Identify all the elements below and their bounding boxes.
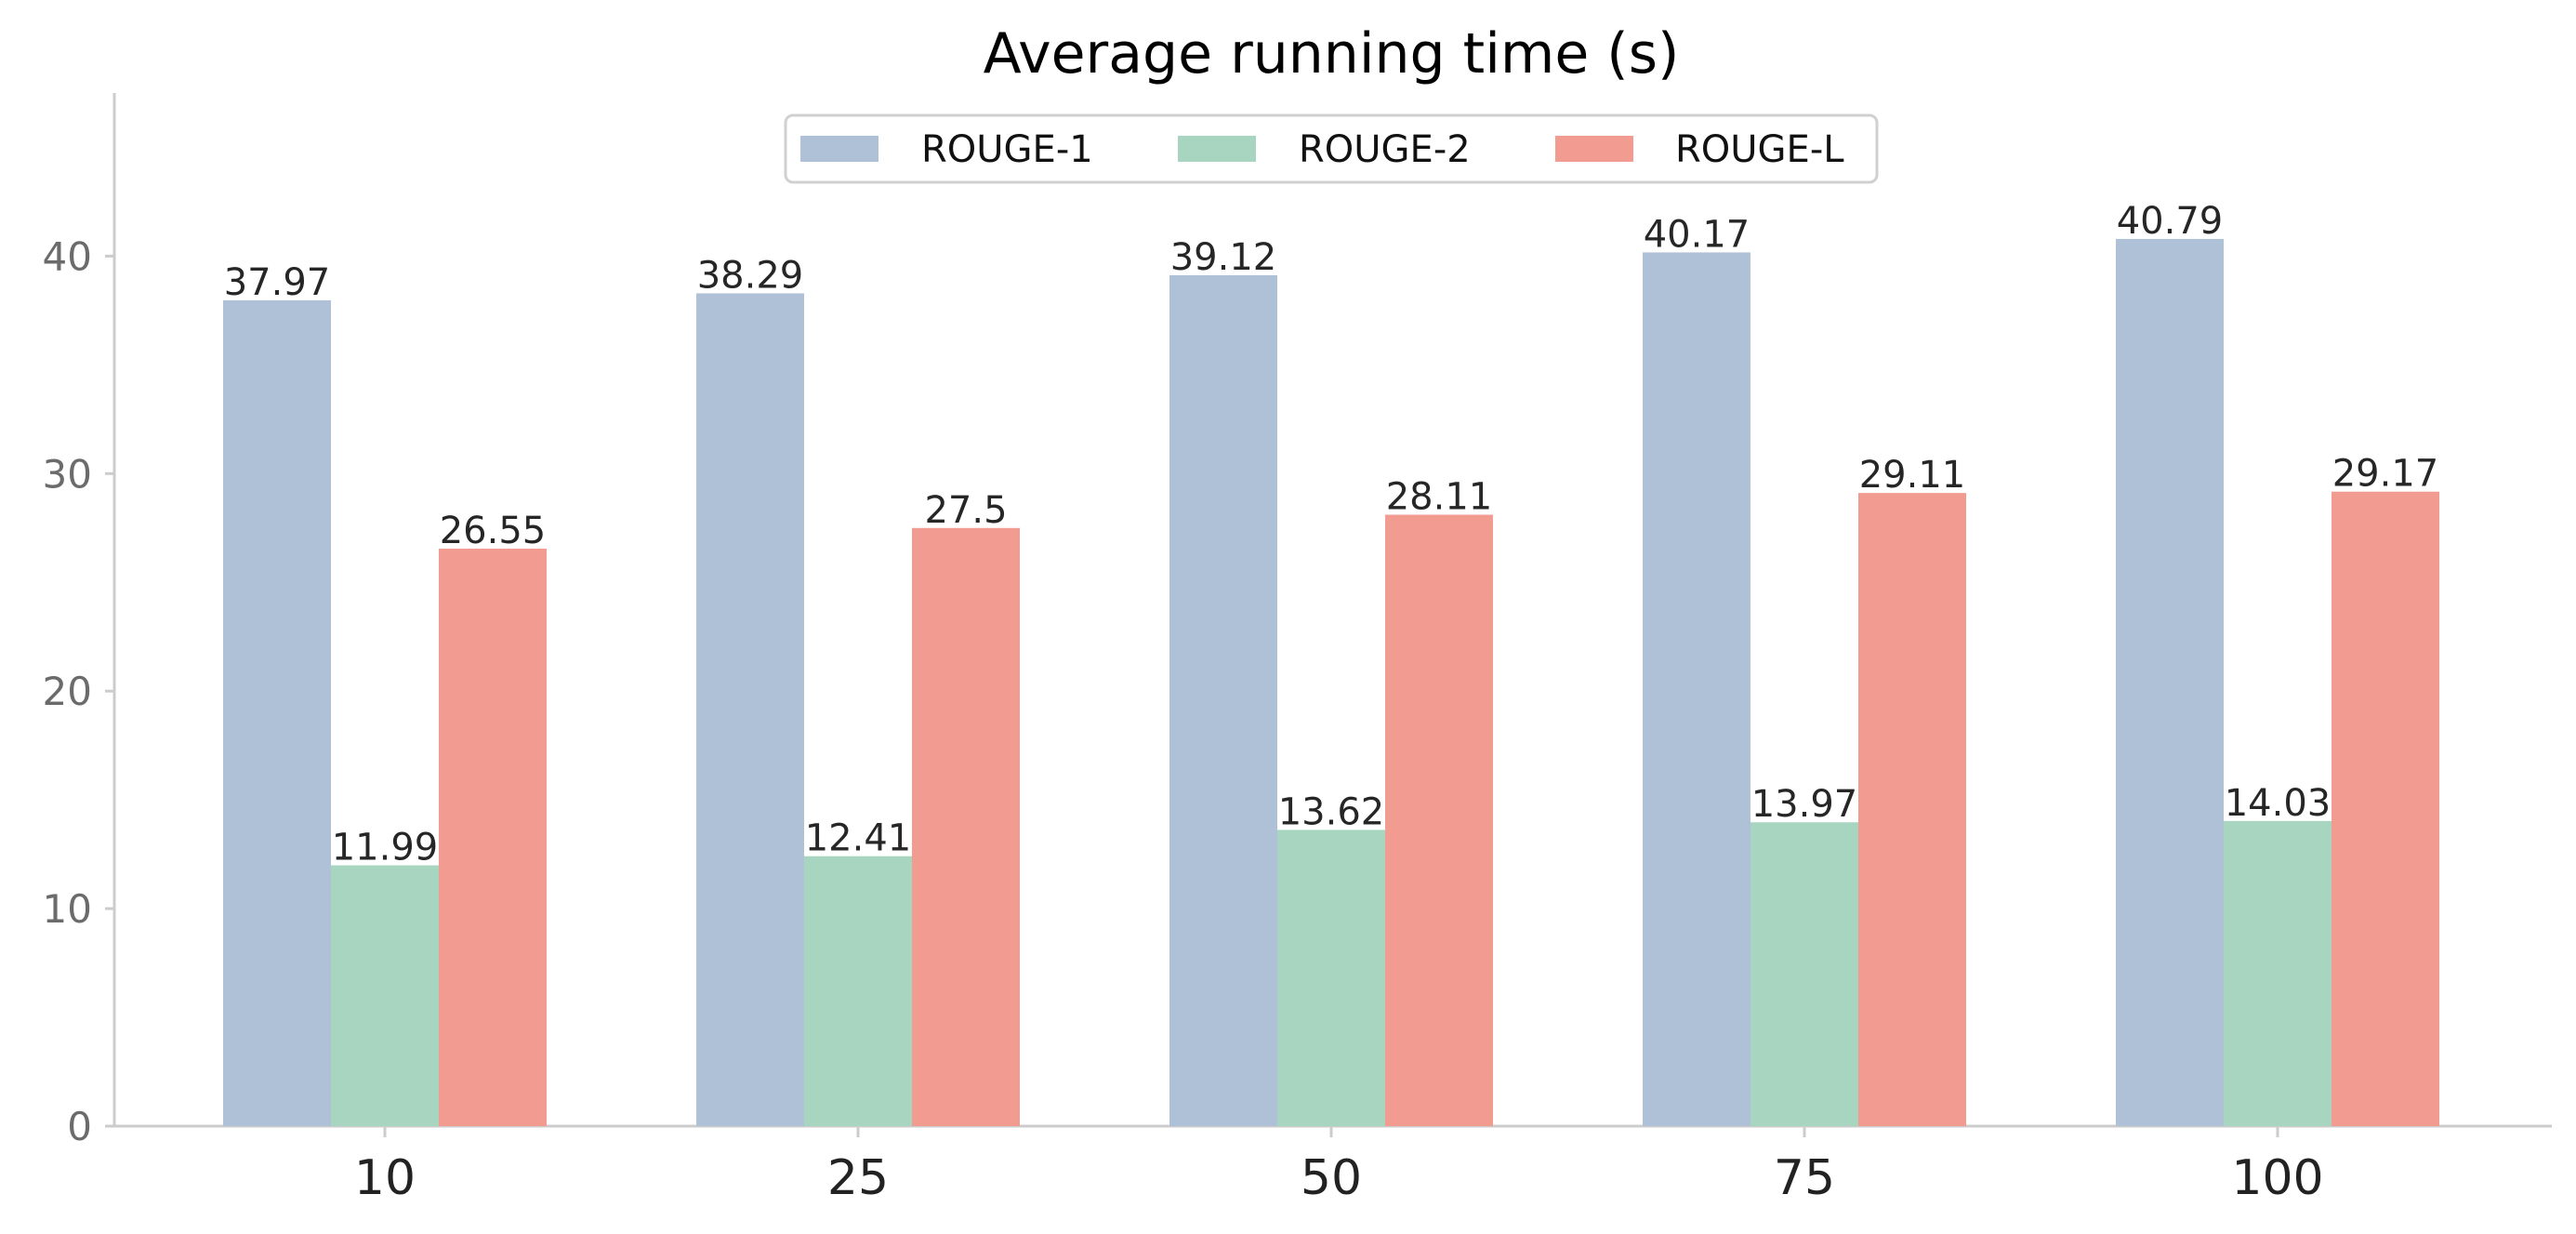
bar-rouge-1-50	[1169, 275, 1277, 1126]
value-label: 28.11	[1386, 476, 1493, 519]
value-label: 26.55	[440, 510, 547, 552]
chart-title: Average running time (s)	[984, 21, 1680, 86]
bar-rouge-l-75	[1858, 493, 1966, 1126]
bar-rouge-2-75	[1750, 822, 1858, 1126]
value-label: 38.29	[697, 254, 804, 297]
value-label: 13.97	[1751, 783, 1858, 826]
x-tick-label: 100	[2231, 1150, 2323, 1206]
bar-rouge-2-25	[804, 856, 912, 1126]
value-label: 12.41	[805, 817, 912, 860]
y-tick-label: 0	[67, 1104, 92, 1149]
legend-label-rouge-l: ROUGE-L	[1675, 128, 1844, 171]
bar-rouge-l-100	[2332, 491, 2439, 1126]
bar-rouge-1-25	[696, 293, 804, 1126]
y-tick-label: 20	[43, 669, 92, 714]
x-tick-label: 75	[1774, 1150, 1835, 1206]
legend-swatch-rouge-l	[1555, 136, 1633, 162]
bar-rouge-l-25	[912, 527, 1020, 1126]
bar-rouge-2-10	[331, 865, 439, 1126]
legend-label-rouge-1: ROUGE-1	[921, 128, 1093, 171]
legend: ROUGE-1 ROUGE-2 ROUGE-L	[784, 113, 1879, 184]
x-tick-label: 10	[354, 1150, 416, 1206]
bars-group	[223, 238, 2439, 1127]
bar-rouge-1-100	[2116, 238, 2224, 1126]
bar-rouge-2-100	[2224, 820, 2332, 1126]
bar-rouge-1-75	[1643, 252, 1750, 1127]
value-label: 29.11	[1859, 454, 1966, 497]
value-label: 40.79	[2117, 200, 2224, 243]
legend-frame	[784, 113, 1879, 184]
y-tick-label: 10	[43, 886, 92, 932]
x-axis-ticks: 10 25 50 75 100	[354, 1126, 2324, 1206]
y-tick-label: 40	[43, 233, 92, 279]
value-label: 40.17	[1644, 213, 1750, 256]
value-labels-group: 37.97 38.29 39.12 40.17 40.79 11.99 12.41 13.62…	[224, 200, 2439, 869]
x-tick-label: 50	[1301, 1150, 1362, 1206]
value-label: 13.62	[1278, 790, 1385, 833]
bar-rouge-l-50	[1385, 514, 1493, 1126]
legend-label-rouge-2: ROUGE-2	[1299, 128, 1471, 171]
value-label: 29.17	[2332, 453, 2439, 496]
bar-rouge-2-50	[1277, 829, 1385, 1126]
value-label: 39.12	[1170, 236, 1277, 279]
x-tick-label: 25	[827, 1150, 889, 1206]
legend-swatch-rouge-2	[1178, 136, 1256, 162]
bar-rouge-1-10	[223, 299, 331, 1126]
legend-swatch-rouge-1	[800, 136, 878, 162]
y-axis-ticks: 0 10 20 30 40	[43, 233, 114, 1149]
y-tick-label: 30	[43, 451, 92, 497]
value-label: 27.5	[924, 489, 1007, 532]
value-label: 37.97	[224, 261, 331, 304]
bar-rouge-l-10	[439, 549, 547, 1126]
value-label: 14.03	[2225, 782, 2332, 825]
value-label: 11.99	[332, 827, 439, 869]
